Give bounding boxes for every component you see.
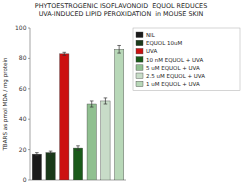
bar — [46, 153, 55, 180]
y-tick-label: 60 — [19, 85, 27, 92]
y-tick-label: 20 — [19, 146, 27, 153]
y-tick-label: 0 — [23, 176, 27, 183]
legend-swatch — [136, 32, 143, 38]
title: PHYTOESTROGENIC ISOFLAVONOID EQUOL REDUC… — [35, 2, 207, 18]
legend: NIL EQUOL 10uM UVA 10 nM EQUOL + UVA 5 uM EQ… — [133, 28, 240, 90]
legend-entry: 5 uM EQUOL + UVA — [146, 65, 200, 71]
bar — [32, 154, 41, 180]
plot-area — [32, 45, 124, 180]
error-bar — [62, 52, 66, 55]
y-tick-label: 40 — [19, 115, 27, 122]
error-bar — [90, 101, 94, 107]
error-bar — [49, 151, 53, 154]
legend-entry: UVA — [146, 48, 157, 54]
error-bar — [35, 153, 39, 156]
legend-entry: EQUOL 10uM — [146, 40, 182, 46]
legend-swatch — [136, 57, 143, 63]
legend-swatch — [136, 65, 143, 71]
bar — [114, 49, 123, 180]
legend-swatch — [136, 73, 143, 79]
legend-entry: 1 uM EQUOL + UVA — [146, 81, 200, 87]
legend-entry: NIL — [146, 32, 156, 38]
bar — [87, 104, 96, 180]
error-bar — [117, 45, 121, 53]
legend-entry: 10 nM EQUOL + UVA — [146, 57, 203, 63]
y-axis: 0 20 40 60 80 100 — [15, 24, 126, 183]
y-tick-label: 80 — [19, 54, 27, 61]
chart: PHYTOESTROGENIC ISOFLAVONOID EQUOL REDUC… — [0, 0, 242, 189]
legend-swatch — [136, 40, 143, 46]
bar — [73, 148, 82, 180]
legend-entry: 2.5 uM EQUOL + UVA — [146, 73, 205, 79]
legend-frame — [133, 28, 240, 90]
bar — [101, 101, 110, 180]
legend-swatch — [136, 81, 143, 87]
error-bar — [76, 146, 80, 151]
y-axis-line — [30, 28, 31, 180]
y-axis-label: TBARS as pmol MDA / mg protein — [2, 57, 9, 152]
error-bar — [104, 98, 108, 104]
bar — [60, 54, 69, 180]
legend-swatch — [136, 48, 143, 54]
y-tick-label: 100 — [15, 24, 27, 31]
